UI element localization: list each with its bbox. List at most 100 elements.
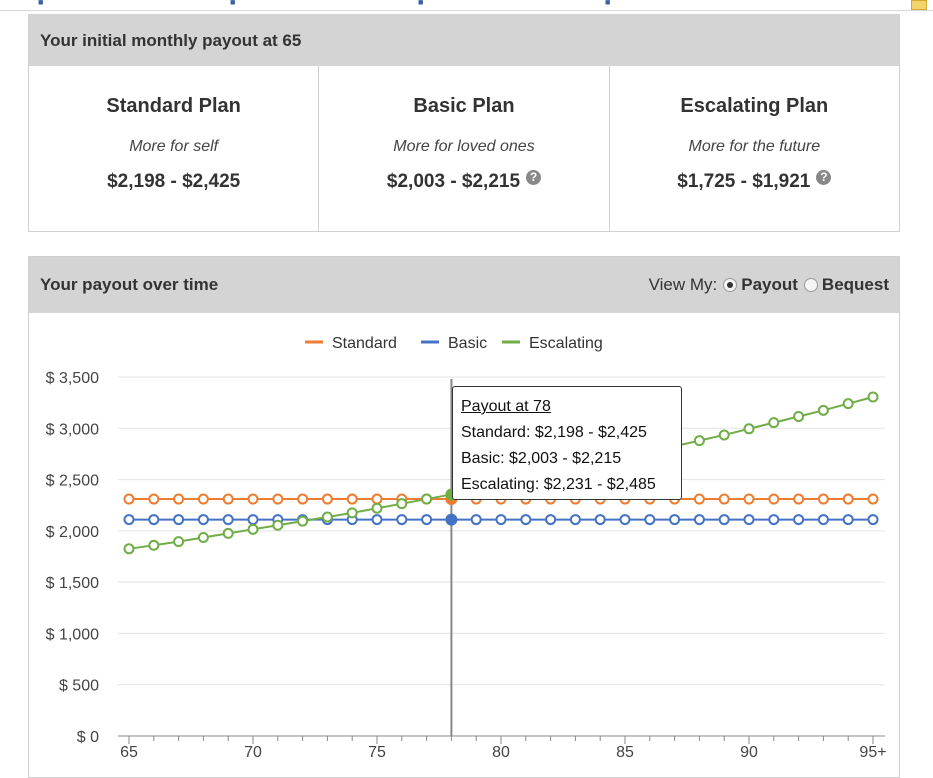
plan-range: $2,198 - $2,425 (107, 171, 241, 192)
question-circle-icon[interactable]: ? (816, 169, 832, 185)
data-point (594, 514, 606, 526)
data-point (718, 493, 730, 505)
x-tick-label: 95+ (859, 744, 886, 761)
data-point (793, 493, 805, 505)
data-point (371, 514, 383, 526)
plan-range-row: $2,003 - $2,215 ? (319, 169, 608, 193)
payout-chart: $ 0 $ 500 $ 1,000 $ 1,500 $ 2,000 $ 2,500 $ 3,… (46, 335, 887, 761)
x-tick-label: 90 (740, 744, 758, 761)
data-point (619, 514, 631, 526)
data-point (768, 493, 780, 505)
data-point (421, 514, 433, 526)
data-point (693, 435, 705, 447)
data-point (197, 514, 209, 526)
data-point (421, 493, 433, 505)
x-tick-label: 70 (244, 744, 262, 761)
data-point (173, 536, 185, 548)
data-point (569, 514, 581, 526)
data-point (272, 519, 284, 531)
payout-radio-label[interactable]: Payout (741, 275, 798, 294)
plan-title: Basic Plan (413, 95, 515, 117)
data-point (197, 493, 209, 505)
bequest-radio[interactable] (803, 278, 818, 292)
tooltip-line-basic: Basic: $2,003 - $2,215 (461, 450, 622, 467)
data-point (371, 502, 383, 514)
data-point (817, 514, 829, 526)
data-point (693, 514, 705, 526)
data-point (148, 493, 160, 505)
data-point (867, 391, 879, 403)
initial-payout-panel: Your initial monthly payout at 65 Standa… (28, 14, 900, 232)
data-point (173, 493, 185, 505)
data-point (247, 514, 259, 526)
bookmark-icon: ■ (230, 0, 236, 7)
y-tick-label: $ 500 (59, 678, 99, 695)
payout-radio[interactable] (723, 278, 738, 292)
data-point (743, 423, 755, 435)
data-point (173, 514, 185, 526)
data-point (842, 398, 854, 410)
data-point (743, 514, 755, 526)
x-tick-label: 85 (616, 744, 634, 761)
y-tick-label: $ 3,000 (46, 421, 99, 438)
data-point (396, 514, 408, 526)
tooltip-title: Payout at 78 (461, 398, 551, 415)
data-point (644, 514, 656, 526)
x-tick-label: 80 (492, 744, 510, 761)
data-point (793, 514, 805, 526)
data-point (247, 523, 259, 535)
plan-title: Standard Plan (106, 95, 241, 117)
data-point (222, 514, 234, 526)
data-point (743, 493, 755, 505)
plan-card-escalating: Escalating Plan More for the future $1,7… (610, 66, 899, 231)
payout-over-time-header: Your payout over time View My: Payout Be… (29, 257, 899, 313)
bequest-radio-label[interactable]: Bequest (821, 275, 889, 294)
data-point (495, 514, 507, 526)
data-point (842, 514, 854, 526)
data-point (222, 527, 234, 539)
data-point (123, 543, 135, 555)
legend-label: Basic (448, 335, 487, 352)
data-point (123, 514, 135, 526)
data-point (321, 493, 333, 505)
tooltip-line-escalating: Escalating: $2,231 - $2,485 (461, 476, 656, 493)
data-point (445, 513, 458, 526)
data-point (867, 514, 879, 526)
plan-range: $1,725 - $1,921 (677, 171, 811, 192)
data-point (346, 507, 358, 519)
chart-tooltip: Payout at 78 Standard: $2,198 - $2,425 B… (452, 386, 682, 500)
initial-payout-header: Your initial monthly payout at 65 (29, 15, 899, 66)
data-point (817, 493, 829, 505)
data-point (321, 511, 333, 523)
data-point (545, 514, 557, 526)
data-point (272, 493, 284, 505)
payout-over-time-title: Your payout over time (40, 275, 219, 294)
data-point (197, 532, 209, 544)
data-point (222, 493, 234, 505)
bookmark-icon: ■ (605, 0, 611, 7)
data-point (817, 404, 829, 416)
data-point (520, 514, 532, 526)
folder-icon (911, 0, 927, 10)
y-tick-label: $ 3,500 (46, 370, 99, 387)
data-point (842, 493, 854, 505)
y-tick-label: $ 1,000 (46, 626, 99, 643)
plan-range: $2,003 - $2,215 (386, 171, 521, 192)
question-circle-icon[interactable]: ? (526, 169, 542, 185)
data-point (768, 514, 780, 526)
data-point (470, 514, 482, 526)
view-my-label: View My: (648, 275, 718, 294)
legend-label: Escalating (529, 335, 603, 352)
data-point (371, 493, 383, 505)
data-point (346, 493, 358, 505)
data-point (297, 515, 309, 527)
data-point (693, 493, 705, 505)
y-tick-label: $ 2,000 (46, 524, 99, 541)
bookmark-icon: ■ (418, 0, 424, 7)
x-tick-label: 65 (120, 744, 138, 761)
plan-card-basic: Basic Plan More for loved ones $2,003 - … (319, 66, 610, 231)
y-tick-label: $ 1,500 (46, 575, 99, 592)
data-point (867, 493, 879, 505)
data-point (396, 498, 408, 510)
view-toggle: View My: Payout Bequest (649, 275, 889, 295)
